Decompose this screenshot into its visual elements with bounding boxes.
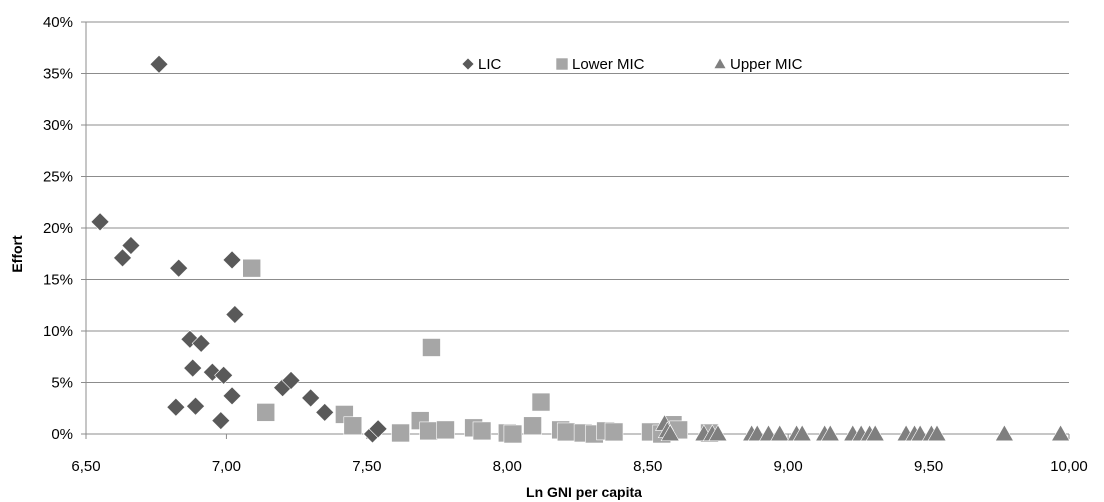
triangle-point [820, 424, 840, 442]
triangle-point [865, 424, 885, 442]
square-point [503, 424, 523, 444]
diamond-point [281, 371, 301, 390]
series-lic [90, 54, 388, 444]
y-tick-labels: 0% 5% 10% 15% 20% 25% 30% 35% 40% [43, 14, 73, 443]
diamond-point [222, 250, 242, 270]
x-tick-label: 8,50 [633, 458, 662, 475]
triangle-point [770, 424, 790, 442]
x-tick-label: 10,00 [1050, 458, 1088, 475]
diamond-point [225, 305, 245, 324]
y-tick-label: 20% [43, 220, 73, 237]
diamond-point [211, 411, 231, 431]
legend-entry: LIC [461, 56, 502, 73]
y-tick-label: 30% [43, 117, 73, 134]
triangle-point [1051, 424, 1071, 442]
diamond-point [149, 54, 169, 74]
diamond-point [368, 419, 388, 439]
legend-label: LIC [478, 56, 502, 73]
triangle-point [792, 424, 812, 442]
legend-entry: Upper MIC [713, 56, 803, 73]
diamond-point [166, 397, 186, 417]
y-tick-label: 15% [43, 272, 73, 289]
y-tick-label: 35% [43, 66, 73, 83]
triangle-point [708, 424, 728, 442]
square-point [472, 421, 492, 441]
data-points [90, 54, 1071, 444]
legend-label: Lower MIC [572, 56, 645, 73]
square-point [604, 422, 624, 442]
diamond-point [113, 248, 132, 268]
legend-label: Upper MIC [730, 56, 803, 73]
diamond-point [169, 258, 189, 278]
x-tick-label: 9,50 [914, 458, 943, 475]
diamond-point [301, 388, 321, 408]
triangle-point [660, 424, 680, 442]
diamond-point [191, 333, 211, 353]
legend-triangle-icon [713, 57, 727, 69]
legend-square-icon [555, 57, 569, 71]
square-point [422, 338, 441, 357]
square-point [256, 403, 276, 422]
series-lower-mic [242, 258, 719, 444]
x-tick-label: 6,50 [71, 458, 100, 475]
square-point [436, 420, 455, 440]
x-tick-labels: 6,50 7,00 7,50 8,00 8,50 9,00 9,50 10,00 [71, 458, 1087, 475]
x-tick-label: 7,00 [212, 458, 241, 475]
square-point [343, 416, 363, 436]
triangle-point [927, 424, 947, 442]
diamond-point [214, 365, 234, 385]
legend-diamond-icon [461, 57, 475, 71]
y-tick-label: 0% [51, 426, 73, 443]
x-tick-label: 9,00 [774, 458, 803, 475]
series-upper-mic [655, 414, 1071, 442]
diamond-point [222, 386, 242, 406]
diamond-point [90, 212, 110, 232]
legend: LIC Lower MIC Upper MIC [461, 56, 803, 73]
square-point [419, 421, 438, 441]
square-point [391, 423, 410, 443]
y-tick-label: 25% [43, 169, 73, 186]
diamond-point [315, 402, 335, 422]
square-point [556, 422, 576, 442]
diamond-point [186, 396, 205, 416]
square-point [523, 416, 542, 436]
y-tick-label: 5% [51, 375, 73, 392]
y-tick-label: 40% [43, 14, 73, 31]
triangle-point [994, 424, 1014, 442]
square-point [531, 392, 551, 412]
x-axis-title: Ln GNI per capita [526, 484, 642, 500]
x-tick-label: 7,50 [352, 458, 381, 475]
y-axis-title: Effort [9, 235, 25, 273]
y-tick-label: 10% [43, 323, 73, 340]
gridlines [86, 21, 1069, 383]
square-point [242, 258, 262, 278]
diamond-point [121, 236, 141, 255]
legend-entry: Lower MIC [555, 56, 645, 73]
diamond-point [183, 358, 203, 378]
x-tick-label: 8,00 [493, 458, 522, 475]
